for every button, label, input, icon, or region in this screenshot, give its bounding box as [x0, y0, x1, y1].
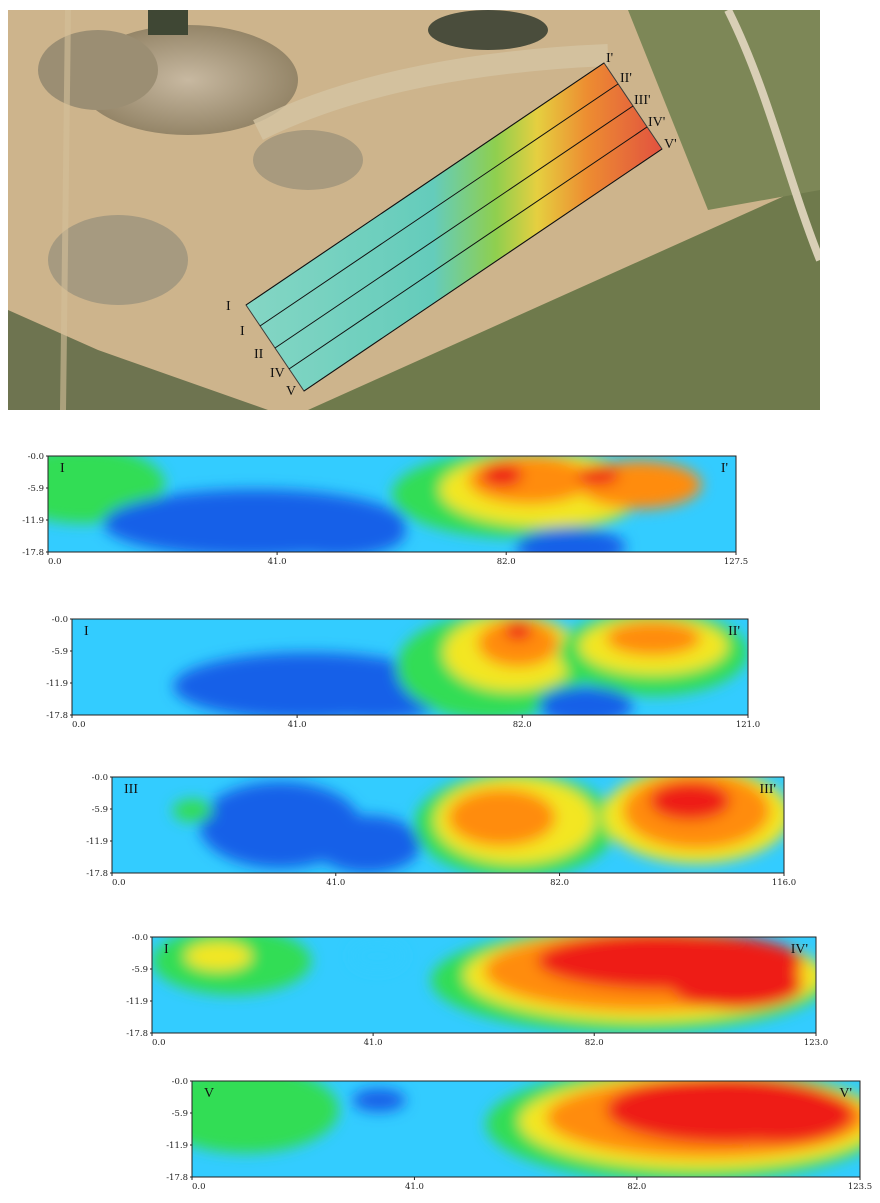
x-tick-label: 82.0: [550, 878, 569, 888]
y-tick-label: -5.9: [172, 1109, 188, 1119]
y-tick-label: -11.9: [86, 837, 108, 847]
section-panel-4: -0.0 -5.9 -11.9 -17.8 0.0 41.0 82.0 123.0 I IV': [108, 933, 868, 1063]
x-tick-label: 116.0: [772, 878, 796, 888]
profile-line-1: [245, 62, 605, 306]
section-frame: [71, 618, 749, 716]
y-tick-label: -0.0: [52, 615, 68, 625]
resistivity-anomaly: [448, 788, 556, 847]
map-start-label-3: II: [254, 347, 264, 362]
x-tick-label: 41.0: [326, 878, 345, 888]
resistivity-anomaly: [313, 815, 422, 873]
resistivity-anomaly: [538, 686, 634, 715]
section-2-svg: -0.0 -5.9 -11.9 -17.8 0.0 41.0 82.0 121.0 I II': [46, 615, 760, 730]
map-end-label-5: V': [664, 137, 677, 152]
x-tick-label: 82.0: [497, 557, 516, 567]
section-1-svg: -0.0 -5.9 -11.9 -17.8 0.0 41.0 82.0 127.5 I I': [22, 452, 748, 567]
profile-line-2: [259, 83, 619, 327]
resistivity-anomaly: [669, 961, 803, 1009]
resistivity-anomaly: [477, 619, 559, 667]
y-tick-label: -0.0: [92, 773, 108, 783]
section-frame: [47, 455, 737, 553]
map-start-label-4: IV: [270, 366, 285, 381]
x-tick-label: 123.5: [848, 1182, 872, 1192]
section-panel-5: -0.0 -5.9 -11.9 -17.8 0.0 41.0 82.0 123.5 V V': [148, 1077, 880, 1203]
resistivity-anomaly: [268, 508, 406, 552]
resistivity-anomaly: [706, 1085, 854, 1144]
resistivity-anomaly: [351, 941, 405, 971]
section-end-label: I': [721, 461, 728, 476]
section-3-svg: -0.0 -5.9 -11.9 -17.8 0.0 41.0 82.0 116.0 III III…: [86, 773, 796, 888]
section-end-label: IV': [791, 942, 808, 957]
y-tick-label: -17.8: [166, 1173, 188, 1183]
y-tick-label: -5.9: [132, 965, 148, 975]
map-end-label-3: III': [634, 93, 651, 108]
section-panel-1: -0.0 -5.9 -11.9 -17.8 0.0 41.0 82.0 127.5 I I': [8, 452, 768, 582]
x-tick-label: 0.0: [112, 878, 126, 888]
map-start-label-2: I: [240, 324, 245, 339]
y-tick-label: -11.9: [166, 1141, 188, 1151]
resistivity-anomaly: [192, 1081, 339, 1153]
y-tick-label: -11.9: [22, 516, 44, 526]
y-tick-label: -17.8: [22, 548, 44, 558]
x-tick-label: 121.0: [736, 720, 760, 730]
aerial-survey-map: I I II IV V I' II' III' IV' V': [8, 10, 820, 410]
resistivity-anomaly: [481, 463, 523, 487]
y-tick-label: -0.0: [172, 1077, 188, 1087]
resistivity-anomaly: [515, 528, 626, 552]
section-start-label: I: [60, 461, 65, 476]
x-tick-label: 41.0: [364, 1038, 383, 1048]
map-end-label-1: I': [606, 51, 613, 66]
section-5-svg: -0.0 -5.9 -11.9 -17.8 0.0 41.0 82.0 123.5 V V': [166, 1077, 872, 1192]
y-tick-label: -0.0: [132, 933, 148, 943]
resistivity-anomaly: [504, 620, 532, 641]
resistivity-anomaly: [352, 1088, 406, 1112]
profile-line-4: [288, 126, 648, 370]
x-tick-label: 0.0: [152, 1038, 166, 1048]
resistivity-anomaly: [649, 781, 731, 821]
section-4-svg: -0.0 -5.9 -11.9 -17.8 0.0 41.0 82.0 123.0 I IV': [126, 933, 828, 1048]
x-tick-label: 41.0: [288, 720, 307, 730]
y-tick-label: -5.9: [92, 805, 108, 815]
x-tick-label: 0.0: [192, 1182, 206, 1192]
x-tick-label: 123.0: [804, 1038, 828, 1048]
y-tick-label: -17.8: [46, 711, 68, 721]
section-start-label: V: [204, 1086, 214, 1101]
map-end-label-2: II': [620, 71, 632, 86]
section-end-label: III': [759, 782, 776, 797]
resistivity-anomaly: [577, 465, 620, 485]
x-tick-label: 82.0: [513, 720, 532, 730]
section-start-label: I: [164, 942, 169, 957]
y-tick-label: -11.9: [126, 997, 148, 1007]
x-tick-label: 82.0: [585, 1038, 604, 1048]
y-tick-label: -11.9: [46, 679, 68, 689]
y-tick-label: -5.9: [52, 647, 68, 657]
x-tick-label: 127.5: [724, 557, 748, 567]
x-tick-label: 41.0: [405, 1182, 424, 1192]
x-tick-label: 0.0: [72, 720, 86, 730]
resistivity-anomaly: [606, 620, 701, 656]
y-tick-label: -17.8: [86, 869, 108, 879]
section-start-label: I: [84, 624, 89, 639]
map-start-label-5: V: [286, 384, 296, 399]
section-panel-3: -0.0 -5.9 -11.9 -17.8 0.0 41.0 82.0 116.0 III III…: [68, 773, 828, 903]
profile-line-3: [274, 105, 634, 349]
x-tick-label: 41.0: [268, 557, 287, 567]
section-panel-2: -0.0 -5.9 -11.9 -17.8 0.0 41.0 82.0 121.0 I II': [28, 615, 788, 745]
y-tick-label: -17.8: [126, 1029, 148, 1039]
section-frame: [191, 1080, 861, 1178]
x-tick-label: 0.0: [48, 557, 62, 567]
section-end-label: II': [728, 624, 740, 639]
resistivity-anomaly: [172, 799, 213, 823]
section-frame: [151, 936, 817, 1034]
profile-line-5: [303, 148, 663, 392]
x-tick-label: 82.0: [627, 1182, 646, 1192]
section-end-label: V': [839, 1086, 852, 1101]
section-frame: [111, 776, 785, 874]
y-tick-label: -5.9: [28, 484, 44, 494]
y-tick-label: -0.0: [28, 452, 44, 462]
section-start-label: III: [124, 782, 138, 797]
map-end-label-4: IV': [648, 115, 665, 130]
resistivity-anomaly: [185, 941, 252, 971]
map-start-label-1: I: [226, 299, 231, 314]
